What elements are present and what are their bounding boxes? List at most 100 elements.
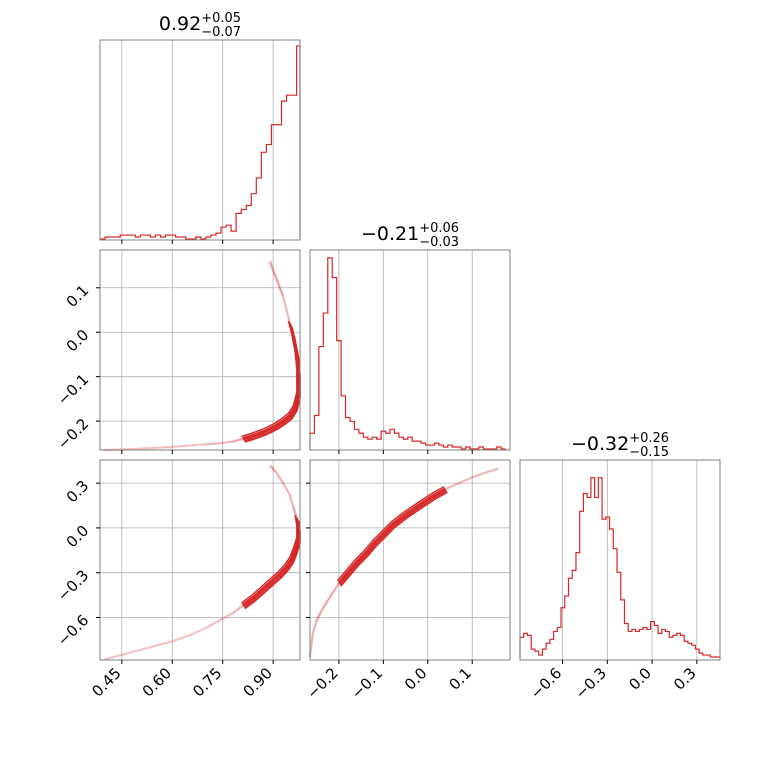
scatter-point	[290, 499, 293, 503]
scatter-point	[485, 470, 489, 474]
scatter-point	[316, 616, 320, 620]
scatter-point	[330, 593, 333, 597]
scatter-point	[187, 634, 191, 637]
scatter-point	[122, 652, 126, 656]
scatter-point	[198, 629, 201, 633]
grid-lines	[100, 250, 300, 450]
contour-line	[244, 326, 301, 443]
scatter-point	[287, 317, 290, 320]
scatter-point	[315, 619, 318, 622]
scatter-point	[294, 512, 297, 515]
x-tick-label: −0.2	[303, 664, 341, 702]
scatter-point	[269, 262, 272, 265]
scatter-point	[221, 617, 224, 620]
scatter-point	[279, 288, 282, 292]
histogram-panel-param-3: −0.32+0.26 −0.15	[519, 431, 721, 661]
scatter-point	[327, 597, 330, 601]
scatter-point	[447, 486, 451, 489]
scatter-point	[239, 438, 242, 441]
scatter-point	[336, 583, 340, 586]
scatter-point	[330, 592, 334, 595]
scatter-point	[322, 605, 326, 609]
scatter-point	[457, 481, 461, 485]
scatter-point	[152, 446, 155, 450]
scatter-point	[494, 468, 497, 471]
scatter-point	[274, 275, 277, 278]
scatter-point	[112, 655, 115, 659]
scatter-point	[474, 474, 477, 478]
scatter-point	[209, 623, 213, 627]
scatter-point	[318, 612, 322, 616]
scatter-point	[177, 445, 180, 448]
x-tick-label: 0.0	[625, 664, 655, 694]
scatter-point	[214, 621, 218, 624]
scatter-point	[175, 445, 178, 448]
scatter-point	[283, 484, 287, 488]
scatter-point	[464, 478, 467, 482]
scatter-point	[147, 446, 151, 450]
scatter-point	[269, 263, 273, 266]
scatter-point	[160, 642, 164, 646]
scatter-point	[275, 278, 279, 282]
scatter-point	[221, 441, 224, 445]
scatter-point	[310, 640, 314, 643]
scatter-point	[324, 602, 328, 605]
scatter-point	[276, 472, 279, 476]
scatter-point	[284, 305, 288, 308]
panel-frame	[519, 459, 721, 661]
scatter-point	[450, 484, 454, 488]
scatter-point	[219, 441, 223, 445]
scatter-point	[283, 300, 286, 303]
title-param-2: −0.21+0.06 −0.03	[361, 221, 459, 250]
scatter-point	[310, 643, 313, 646]
scatter-point	[321, 606, 325, 610]
scatter-point	[185, 444, 189, 448]
scatter-point	[454, 483, 457, 486]
scatter-point	[281, 481, 285, 485]
scatter-point	[312, 628, 316, 631]
scatter-point	[170, 640, 174, 643]
scatter-point	[124, 652, 128, 655]
scatter-point	[211, 442, 214, 446]
scatter-point	[273, 273, 277, 276]
scatter-point	[291, 502, 294, 506]
scatter-point	[270, 264, 273, 267]
scatter-point	[313, 625, 317, 628]
scatter-point	[231, 611, 235, 615]
scatter-point	[196, 443, 199, 447]
scatter-point	[275, 277, 278, 281]
scatter-point	[200, 443, 203, 446]
scatter-point	[128, 651, 132, 654]
y-tick-label: 0.0	[63, 326, 93, 356]
panel-frame	[309, 459, 511, 661]
scatter-point	[154, 644, 157, 648]
scatter-point	[229, 612, 233, 616]
title-param-3: −0.32+0.26 −0.15	[571, 431, 669, 460]
scatter-point	[475, 474, 479, 477]
scatter-point	[235, 439, 238, 442]
scatter-point	[452, 484, 456, 487]
contour-lines	[240, 514, 301, 610]
scatter-point	[289, 496, 293, 500]
scatter-point	[270, 265, 274, 268]
scatter-point	[319, 610, 323, 613]
scatter-point	[170, 445, 174, 449]
scatter-point	[276, 280, 280, 284]
scatter-point	[329, 594, 333, 598]
scatter-point	[164, 641, 168, 645]
scatter-point	[313, 626, 316, 630]
scatter-point	[137, 447, 140, 450]
scatter-point	[282, 298, 286, 302]
x-tick-label: −0.6	[527, 664, 565, 702]
scatter-point	[278, 476, 282, 480]
scatter-point	[271, 268, 275, 272]
scatter-point	[332, 589, 336, 593]
y-tick-label: 0.1	[63, 281, 93, 311]
scatter-point	[288, 493, 292, 497]
scatter-point	[279, 477, 282, 481]
scatter-point	[321, 607, 324, 611]
scatter-point	[231, 440, 235, 443]
panel-frame	[99, 459, 301, 661]
grid-lines	[100, 460, 300, 660]
